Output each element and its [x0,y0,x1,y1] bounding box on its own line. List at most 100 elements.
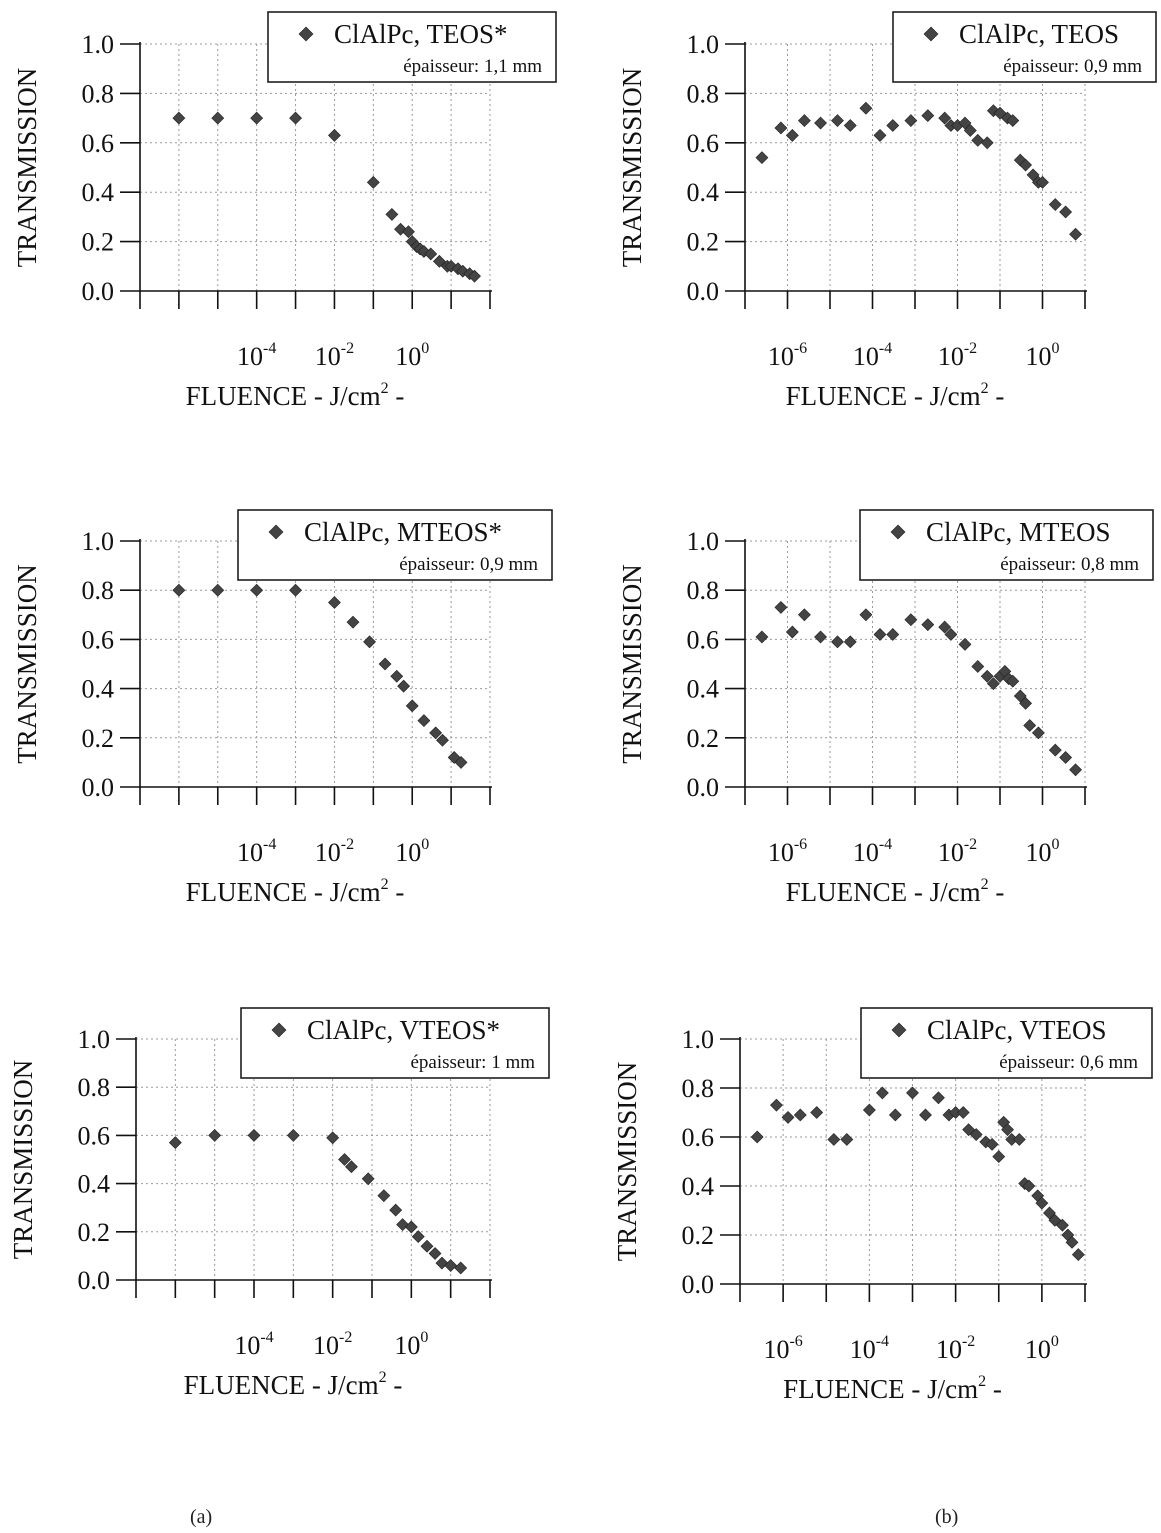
data-point [404,1220,418,1234]
y-tick-label: 0.0 [82,277,115,306]
legend-thickness: épaisseur: 1 mm [410,1052,535,1073]
x-axis-title: FLUENCE - J/cm2 - [186,380,405,411]
x-tick-label: 10-2 [315,836,354,867]
data-point [770,1098,783,1112]
data-point [1069,763,1082,777]
data-point [944,628,958,641]
data-point [286,1128,300,1142]
legend-thickness: épaisseur: 0,8 mm [1000,554,1139,575]
x-tick-label: 10-4 [853,340,892,371]
data-point [781,1110,795,1124]
data-point [859,608,873,622]
y-tick-label: 1.0 [78,1025,111,1054]
data-point [831,114,844,127]
data-point [1031,726,1045,740]
data-point [958,116,972,130]
data-point [454,1261,468,1275]
legend-thickness: épaisseur: 1,1 mm [403,56,542,77]
legend-thickness: épaisseur: 0,6 mm [999,1052,1138,1073]
data-point [172,583,186,597]
x-tick-label: 10-2 [938,340,977,371]
y-tick-label: 0.8 [687,576,720,605]
x-tick-label: 100 [1026,836,1060,867]
data-point [958,637,972,651]
data-point [827,1133,841,1146]
y-tick-label: 0.6 [687,625,720,654]
data-point [432,254,446,268]
y-tick-label: 0.2 [687,724,720,753]
legend-thickness: épaisseur: 0,9 mm [399,554,538,575]
chart-panel-1: 0.0 0.2 0.4 0.6 0.8 1.0 10-4 10-2 100 FLUENCE - J… [12,11,557,411]
data-point [289,583,302,597]
data-point [992,1150,1006,1164]
y-tick-label: 0.6 [82,625,115,654]
legend-label: ClAlPc, VTEOS* [307,1015,500,1045]
y-axis-title: TRANSMISSION [617,68,647,268]
data-point [1069,227,1082,241]
y-tick-label: 0.2 [78,1218,111,1247]
legend-marker [298,26,314,42]
data-point [906,1086,919,1100]
data-point [345,1160,358,1174]
data-point [363,635,376,649]
legend-marker [890,524,906,540]
data-point [417,714,431,728]
data-point [389,1203,403,1217]
data-point [338,1153,351,1166]
x-axis-title: FLUENCE - J/cm2 - [786,380,1005,411]
data-point [886,119,900,132]
legend-box [237,509,553,581]
x-tick-label: 10-2 [315,340,354,371]
data-point [797,114,811,127]
data-point [774,600,788,614]
data-point [289,111,302,125]
data-point [810,1106,824,1119]
y-tick-label: 0.4 [687,675,720,704]
data-point [1006,674,1020,688]
x-tick-label: 10-4 [853,836,892,867]
y-tick-label: 1.0 [687,527,720,556]
legend-label: ClAlPc, TEOS* [334,19,508,49]
legend-marker [271,1022,287,1038]
legend-box [267,11,557,83]
y-tick-label: 0.8 [78,1073,111,1102]
data-point [1001,1123,1014,1137]
y-tick-label: 0.0 [682,1270,715,1299]
x-tick-label: 10-2 [938,836,977,867]
data-point [250,111,264,125]
data-point [755,630,769,644]
data-point [1035,1196,1049,1210]
y-tick-label: 0.6 [82,129,115,158]
x-tick-label: 10-4 [237,836,276,867]
data-point [886,628,900,641]
data-point [377,1189,391,1203]
y-tick-label: 0.2 [82,724,115,753]
y-tick-label: 0.6 [687,129,720,158]
x-tick-label: 100 [1026,340,1060,371]
data-point [247,1128,261,1142]
chart-panel-5: 0.0 0.2 0.4 0.6 0.8 1.0 10-4 10-2 100 FLUENCE - J… [8,1007,550,1400]
legend-box [892,11,1157,83]
data-point [1013,689,1027,703]
data-point [172,111,186,125]
y-tick-label: 0.8 [682,1074,715,1103]
data-point [1019,158,1033,172]
data-point [888,1108,902,1122]
data-point [208,1128,222,1142]
legend-label: ClAlPc, VTEOS [927,1015,1107,1045]
chart-panel-6: 0.0 0.2 0.4 0.6 0.8 1.0 10-6 10-4 10-2 100 FLUENCE… [612,1007,1153,1404]
data-point [402,225,415,239]
data-point [785,625,799,639]
y-tick-label: 0.4 [682,1172,715,1201]
y-axis-title: TRANSMISSION [8,1060,38,1260]
data-point [971,660,985,673]
x-tick-label: 10-6 [768,836,807,867]
y-tick-label: 0.0 [82,773,115,802]
data-point [843,119,857,132]
x-tick-label: 10-2 [936,1333,975,1364]
data-point [405,699,419,713]
data-point [1026,168,1040,182]
legend-label: ClAlPc, TEOS [959,19,1119,49]
y-tick-label: 0.0 [687,773,720,802]
